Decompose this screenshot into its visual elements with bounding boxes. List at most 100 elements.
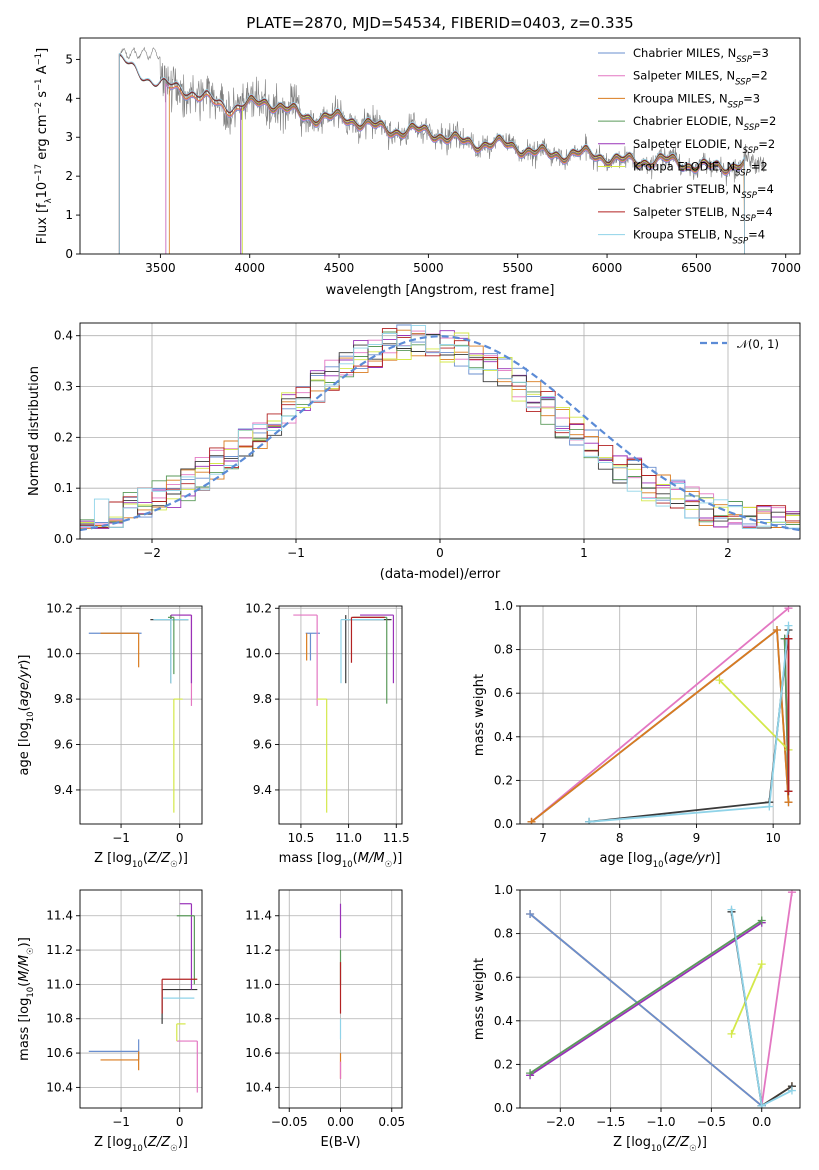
y-tick-label: 3 — [65, 130, 73, 144]
residuals-axes: −2 −1 0 1 2 0.0 0.1 0.2 0.3 0.4 𝒩(0, 1) — [54, 322, 801, 560]
x-tick-label: 0.05 — [378, 1115, 405, 1129]
model-line-8 — [118, 52, 745, 254]
x-tick-label: 0.00 — [327, 1115, 354, 1129]
weight-series-4 — [757, 890, 796, 1108]
y-tick-label: 0.0 — [494, 817, 513, 831]
weight-marker — [784, 621, 793, 630]
weight_vs_age-frame — [519, 605, 801, 825]
x-tick-label: −1 — [112, 1115, 130, 1129]
y-tick-label: 9.6 — [54, 738, 73, 752]
legend-label: Salpeter STELIB, NSSP=4 — [633, 205, 773, 224]
mass_vs_ebv-panel: −0.05 0.00 0.05 10.4 10.6 10.8 11.0 11.2 11.4 — [245, 889, 405, 1129]
legend-label: Kroupa STELIB, NSSP=4 — [633, 228, 765, 247]
y-tick-label: 11.2 — [245, 943, 272, 957]
legend-label: Chabrier MILES, NSSP=3 — [633, 46, 769, 65]
x-tick-label: 8 — [616, 831, 624, 845]
error-bar-point-5 — [179, 903, 193, 990]
y-tick-label: 0.1 — [54, 481, 73, 495]
x-tick-label: −2 — [143, 546, 161, 560]
mass_vs_Z-panel: −1 0 10.4 10.6 10.8 11.0 11.2 11.4 — [46, 889, 203, 1129]
spectrum-panel: 3500 4000 4500 5000 5500 6000 6500 7000 0 1 2 3 4 5 Ch… — [65, 37, 801, 275]
age_vs_mass-frame — [278, 605, 403, 825]
mass_vs_Z-frame — [79, 889, 203, 1109]
weight-marker — [787, 890, 796, 897]
legend-label: Kroupa MILES, NSSP=3 — [633, 91, 760, 110]
age_vs_Z-plot-area — [80, 606, 202, 824]
error-bar-point-7 — [353, 616, 388, 704]
mass_vs_ebv-plot-area — [279, 890, 402, 1108]
residuals-panel: −2 −1 0 1 2 0.0 0.1 0.2 0.3 0.4 𝒩(0, 1) — [54, 322, 801, 560]
age_vs_mass-panel: 10.5 11.0 11.5 9.4 9.6 9.8 10.0 10.2 — [245, 601, 409, 845]
age_vs_Z-panel: −1 0 9.4 9.6 9.8 10.0 10.2 — [46, 601, 203, 845]
y-tick-label: 10.0 — [46, 647, 73, 661]
y-tick-label: 10.4 — [245, 1080, 272, 1094]
model-line-4 — [240, 97, 745, 254]
weight-marker — [787, 1086, 796, 1095]
weight-marker — [772, 625, 781, 634]
x-axis-label: mass [log10(M/M☉)] — [279, 851, 403, 870]
weight-series-3 — [526, 916, 766, 1078]
y-tick-label: 0.4 — [54, 329, 73, 343]
y-tick-label: 0.2 — [494, 1057, 513, 1071]
weight-marker — [727, 1029, 736, 1038]
weight-marker — [585, 817, 594, 824]
weight-marker — [757, 1101, 766, 1108]
y-tick-label: 11.4 — [46, 909, 73, 923]
mass_vs_Z-plot-area — [80, 890, 202, 1108]
y-tick-label: 9.4 — [253, 783, 272, 797]
weight-series-8 — [784, 634, 793, 796]
y-tick-label: 9.6 — [253, 738, 272, 752]
x-tick-label: 4000 — [234, 261, 265, 275]
model-line-7 — [118, 53, 745, 254]
y-tick-label: 11.2 — [46, 943, 73, 957]
y-tick-label: 10.8 — [46, 1012, 73, 1026]
x-tick-label: 2 — [724, 546, 732, 560]
y-tick-label: 11.4 — [245, 909, 272, 923]
y-tick-label: 10.2 — [245, 601, 272, 615]
y-tick-label: 0.6 — [494, 970, 513, 984]
weight-marker — [727, 905, 736, 914]
weight-marker — [784, 634, 793, 643]
error-bar-point-3 — [150, 615, 189, 684]
y-tick-label: 4 — [65, 91, 73, 105]
weight-series-2 — [527, 625, 793, 824]
y-tick-label: 0.8 — [494, 927, 513, 941]
error-bar-point-2 — [176, 1040, 198, 1093]
spectrum-frame — [79, 37, 801, 255]
error-bar-point-8 — [350, 616, 385, 663]
y-axis-label: age [log10(age/yr)] — [17, 655, 36, 776]
y-tick-label: 9.8 — [54, 692, 73, 706]
weight-marker — [526, 909, 535, 918]
error-bar-point-0 — [88, 1039, 140, 1060]
x-tick-label: −1.0 — [646, 1115, 675, 1129]
y-tick-label: 0.3 — [54, 380, 73, 394]
weight-marker — [784, 606, 793, 613]
x-tick-label: 11.0 — [335, 831, 362, 845]
weight-series-7 — [585, 621, 793, 824]
legend-label: Chabrier ELODIE, NSSP=2 — [633, 114, 776, 133]
weight-marker — [765, 802, 774, 811]
age_vs_Z-axes: −1 0 9.4 9.6 9.8 10.0 10.2 — [46, 601, 203, 845]
y-axis-label: mass weight — [472, 674, 487, 756]
error-bar-point-7 — [167, 616, 175, 675]
x-tick-label: −2.0 — [546, 1115, 575, 1129]
y-tick-label: 10.6 — [46, 1046, 73, 1060]
y-tick-label: 0.4 — [494, 730, 513, 744]
weight-series-1 — [526, 909, 766, 1108]
y-tick-label: 0.0 — [494, 1101, 513, 1115]
y-tick-label: 9.8 — [253, 692, 272, 706]
x-tick-label: 3500 — [145, 261, 176, 275]
weight-marker — [784, 798, 793, 807]
model-line-1 — [165, 82, 745, 254]
weight-marker — [526, 1069, 535, 1078]
x-tick-label: 7000 — [770, 261, 801, 275]
x-tick-label: 0 — [176, 1115, 184, 1129]
weight-series-1 — [527, 625, 793, 824]
mass_vs_ebv-axes: −0.05 0.00 0.05 10.4 10.6 10.8 11.0 11.2 11.4 — [245, 889, 405, 1129]
error-bar-point-2 — [179, 614, 193, 706]
y-tick-label: 1.0 — [494, 599, 513, 613]
y-axis-label: mass [log10(M/M☉)] — [17, 937, 36, 1061]
y-tick-label: 0 — [65, 247, 73, 261]
x-tick-label: −0.5 — [697, 1115, 726, 1129]
x-tick-label: 0 — [436, 546, 444, 560]
